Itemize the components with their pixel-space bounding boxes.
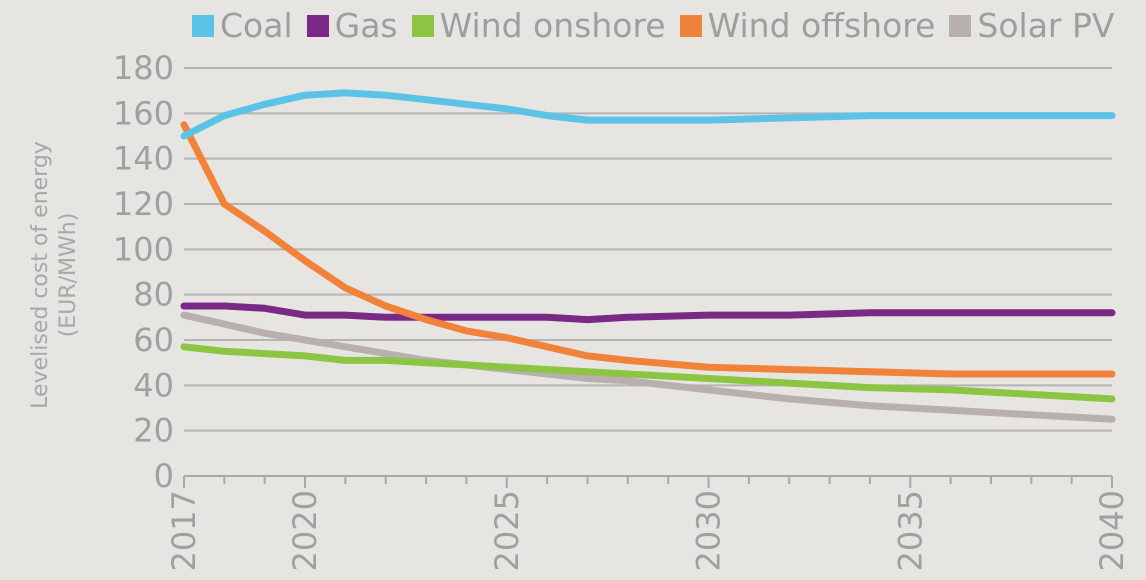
legend: Coal Gas Wind onshore Wind offshore Solar PV [192, 6, 1114, 45]
series-line-coal [180, 89, 1116, 140]
y-tick-label: 20 [133, 412, 174, 450]
legend-swatch [306, 14, 329, 37]
y-tick-label: 180 [113, 49, 174, 87]
y-tick-label: 140 [113, 140, 174, 178]
series-line-wind-onshore [180, 343, 1116, 403]
x-tick-label: 2017 [165, 490, 203, 571]
x-tick-label: 2020 [286, 490, 324, 571]
x-tick-label: 2025 [488, 490, 526, 571]
series-line-wind-offshore [180, 121, 1116, 378]
legend-label: Wind offshore [707, 6, 936, 45]
y-tick-label: 100 [113, 230, 174, 268]
series-line-gas [180, 302, 1116, 324]
legend-swatch [679, 14, 702, 37]
legend-label: Gas [334, 6, 398, 45]
series-line-solar-pv [180, 311, 1116, 423]
y-tick-label: 0 [154, 457, 174, 495]
y-tick-label: 40 [133, 366, 174, 404]
legend-item: Gas [306, 6, 398, 45]
legend-swatch [411, 14, 434, 37]
x-tick-label: 2030 [690, 490, 728, 571]
legend-swatch [949, 14, 972, 37]
y-tick-label: 160 [113, 94, 174, 132]
legend-item: Wind offshore [679, 6, 936, 45]
legend-label: Solar PV [977, 6, 1115, 45]
legend-label: Coal [220, 6, 293, 45]
legend-item: Wind onshore [411, 6, 666, 45]
legend-item: Solar PV [949, 6, 1114, 45]
x-tick-label: 2035 [891, 490, 929, 571]
legend-item: Coal [192, 6, 293, 45]
y-tick-label: 120 [113, 185, 174, 223]
x-tick-label: 2040 [1093, 490, 1131, 571]
y-tick-label: 60 [133, 321, 174, 359]
legend-label: Wind onshore [439, 6, 666, 45]
legend-swatch [192, 14, 214, 37]
y-tick-label: 80 [133, 276, 174, 314]
